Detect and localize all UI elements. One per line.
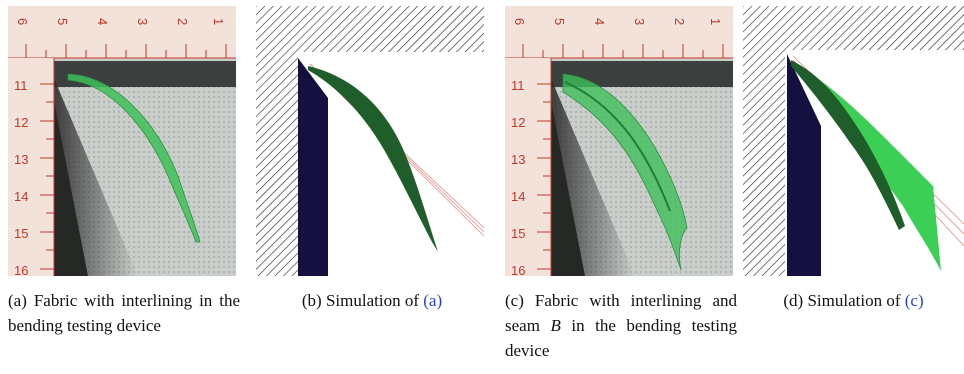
caption-d: (d) Simulation of (c) [743,288,964,313]
fixed-frame-top [743,6,964,50]
simulated-fabric-dark [791,60,905,230]
caption-text: Simulation of [807,291,901,310]
support-block [787,54,821,276]
seam-line [564,81,671,212]
caption-text: Fabric with interlining in the bending t… [8,291,241,335]
caption-ref-link[interactable]: (c) [904,291,924,310]
ruler-left-label: 15 [14,226,28,241]
ruler-top-label: 5 [552,18,567,25]
ruler-top-label: 6 [512,18,527,25]
caption-label: (d) [783,291,804,310]
ruler-left [8,58,54,276]
ruler-left-label: 14 [511,189,525,204]
simulation-c [743,6,964,276]
fabric-strip-with-seam [562,73,688,271]
caption-label: (c) [505,291,524,310]
ruler-left-label: 16 [14,263,28,276]
ruler-left [505,58,551,276]
ruler-top-label: 5 [55,18,70,25]
simulation-b-svg [256,6,484,276]
ruler-left-label: 12 [14,115,28,130]
photo-a-svg: 6 5 4 3 2 1 11 12 13 14 15 16 [8,6,236,276]
ruler-left-label: 11 [14,78,28,93]
caption-c: (c) Fabric with interlining and seam B i… [505,288,737,363]
photo-fabric-interlining-seam: 6 5 4 3 2 1 11 12 13 14 15 16 [505,6,733,276]
ruler-top-label: 4 [592,18,607,25]
ruler-left-label: 12 [511,115,525,130]
simulation-a [256,6,484,276]
ruler-top-label: 2 [175,18,190,25]
ruler-top [505,6,733,58]
ruler-top-label: 4 [95,18,110,25]
ruler-left-label: 15 [511,226,525,241]
support-block [298,58,328,276]
ruler-left-label: 13 [511,152,525,167]
caption-text: Fabric with interlining and seam B in th… [505,291,737,360]
ruler-left-label: 11 [511,78,525,93]
ruler-left-label: 16 [511,263,525,276]
simulated-fabric-light [793,62,941,271]
ruler-top-label: 1 [708,18,723,25]
caption-label: (b) [301,291,322,310]
fabric-strip [67,73,201,243]
caption-a: (a) Fabric with interlining in the bendi… [8,288,240,338]
fixed-frame-top [256,6,484,52]
ruler-top-label: 2 [672,18,687,25]
ruler-left-label: 14 [14,189,28,204]
simulated-fabric [308,66,438,252]
caption-ref-link[interactable]: (a) [423,291,443,310]
caption-label: (a) [8,291,27,310]
ruler-left-label: 13 [14,152,28,167]
caption-b: (b) Simulation of (a) [256,288,488,313]
ruler-top-label: 3 [135,18,150,25]
simulation-d-svg [743,6,964,276]
photo-fabric-interlining: 6 5 4 3 2 1 11 12 13 14 15 16 [8,6,236,276]
ruler-top-label: 1 [211,18,226,25]
caption-text: Simulation of [325,291,419,310]
ruler-top-label: 6 [15,18,30,25]
fixed-frame-left [743,50,785,276]
photo-c-svg: 6 5 4 3 2 1 11 12 13 14 15 16 [505,6,733,276]
ruler-top-label: 3 [632,18,647,25]
ruler-top [8,6,236,58]
fixed-frame-left [256,52,298,276]
